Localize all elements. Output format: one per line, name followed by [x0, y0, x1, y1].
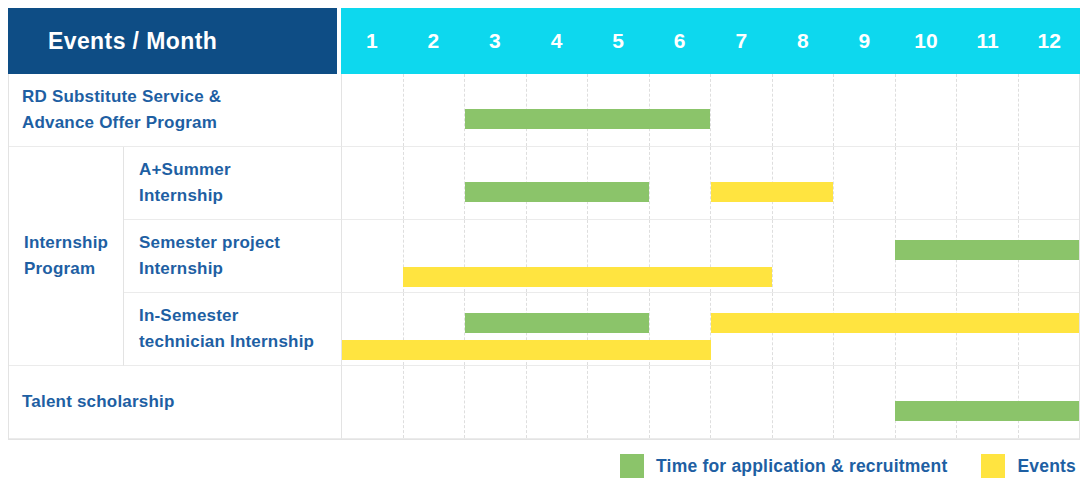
month-gridline-cell [773, 220, 835, 292]
month-gridline-cell [342, 147, 404, 219]
row-label-line: Internship [139, 256, 341, 282]
header-title: Events / Month [48, 28, 217, 55]
month-gridline-cell [834, 147, 896, 219]
chart-row-a-plus-summer-internship [342, 147, 1079, 220]
month-gridline-cell [896, 147, 958, 219]
events-month-header-cell: Events / Month [8, 8, 337, 74]
month-gridline-cell [773, 366, 835, 438]
month-gridline-cell [650, 366, 712, 438]
month-gridline-cell [834, 366, 896, 438]
chart-row-semester-project-internship [342, 220, 1079, 293]
row-label-line: In-Semester [139, 303, 341, 329]
month-label-7: 7 [710, 8, 772, 74]
month-gridline-cell [404, 147, 466, 219]
month-gridline-cell [404, 74, 466, 146]
in-semester-technician-internship-green-bar [465, 313, 649, 333]
month-gridline-cell [465, 366, 527, 438]
a-plus-summer-internship-yellow-bar [711, 182, 834, 202]
month-gridline-cell [588, 366, 650, 438]
month-label-11: 11 [957, 8, 1019, 74]
month-label-8: 8 [772, 8, 834, 74]
rd-substitute-service-green-bar [465, 109, 711, 129]
month-gridline-cell [896, 74, 958, 146]
legend-item-yellow: Events [981, 454, 1076, 478]
semester-project-internship-green-bar [895, 240, 1079, 260]
legend-swatch-green [620, 454, 644, 478]
month-label-3: 3 [464, 8, 526, 74]
group-label-internship-program: InternshipProgram [9, 147, 124, 366]
month-label-1: 1 [341, 8, 403, 74]
row-label-line: Semester project [139, 230, 341, 256]
chart-row-in-semester-technician-internship [342, 293, 1079, 366]
month-gridline-cell [404, 366, 466, 438]
row-label-talent-scholarship: Talent scholarship [9, 366, 342, 439]
in-semester-technician-internship-yellow-bar [711, 313, 1080, 333]
legend-item-green: Time for application & recruitment [620, 454, 947, 478]
legend-label: Time for application & recruitment [656, 456, 947, 477]
row-label-line: Internship [139, 183, 341, 209]
month-label-5: 5 [587, 8, 649, 74]
chart-row-rd-substitute-service [342, 74, 1079, 147]
row-label-semester-project-internship: Semester projectInternship [124, 220, 342, 293]
month-gridline-cell [834, 74, 896, 146]
group-label-line: Program [24, 256, 123, 282]
legend: Time for application & recruitment Events [620, 449, 1076, 483]
gantt-schedule-chart: Events / Month 123456789101112 RD Substi… [0, 0, 1080, 494]
row-label-line: technician Internship [139, 329, 341, 355]
month-gridline-cell [527, 366, 589, 438]
month-gridline-cell [773, 74, 835, 146]
month-gridline-cell [1019, 147, 1080, 219]
table-header: Events / Month 123456789101112 [8, 8, 1080, 74]
month-gridline-cell [957, 147, 1019, 219]
schedule-table: Events / Month 123456789101112 RD Substi… [8, 8, 1080, 440]
row-label-rd-substitute-service: RD Substitute Service &Advance Offer Pro… [9, 74, 342, 147]
month-gridline-cell [342, 74, 404, 146]
month-gridline-cell [711, 366, 773, 438]
month-gridline-cell [834, 220, 896, 292]
months-strip: 123456789101112 [341, 8, 1080, 74]
row-label-line: RD Substitute Service & [22, 84, 341, 110]
month-gridline-cell [342, 366, 404, 438]
month-label-6: 6 [649, 8, 711, 74]
row-label-line: Advance Offer Program [22, 110, 341, 136]
month-label-10: 10 [895, 8, 957, 74]
row-label-line: A+Summer [139, 157, 341, 183]
month-label-9: 9 [834, 8, 896, 74]
month-gridlines [342, 74, 1079, 146]
a-plus-summer-internship-green-bar [465, 182, 649, 202]
month-label-4: 4 [526, 8, 588, 74]
semester-project-internship-yellow-bar [403, 267, 772, 287]
talent-scholarship-green-bar [895, 401, 1079, 421]
table-body: RD Substitute Service &Advance Offer Pro… [8, 74, 1080, 440]
month-gridline-cell [957, 74, 1019, 146]
legend-label: Events [1017, 456, 1076, 477]
legend-swatch-yellow [981, 454, 1005, 478]
row-label-in-semester-technician-internship: In-Semestertechnician Internship [124, 293, 342, 366]
month-gridline-cell [711, 74, 773, 146]
row-label-a-plus-summer-internship: A+SummerInternship [124, 147, 342, 220]
month-gridline-cell [342, 220, 404, 292]
month-gridline-cell [1019, 74, 1080, 146]
month-gridline-cell [650, 147, 712, 219]
chart-row-talent-scholarship [342, 366, 1079, 439]
month-label-12: 12 [1018, 8, 1080, 74]
group-label-line: Internship [24, 230, 123, 256]
row-label-line: Talent scholarship [22, 389, 341, 415]
in-semester-technician-internship-yellow-bar [342, 340, 711, 360]
month-label-2: 2 [403, 8, 465, 74]
